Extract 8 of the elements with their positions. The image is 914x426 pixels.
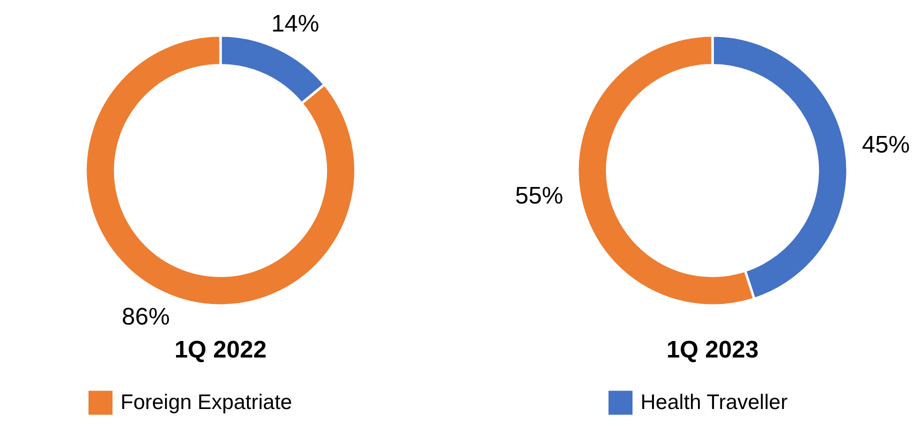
data-label: 14% [271, 10, 320, 38]
data-label: 45% [862, 132, 910, 159]
text: 1Q 2022 [174, 336, 267, 364]
data-label: 55% [515, 182, 564, 210]
legend-label: Foreign Expatriate [120, 391, 292, 414]
data-label: 86% [122, 304, 170, 331]
text: 1Q 2023 [666, 336, 759, 364]
legend-label: Health Traveller [640, 391, 788, 414]
